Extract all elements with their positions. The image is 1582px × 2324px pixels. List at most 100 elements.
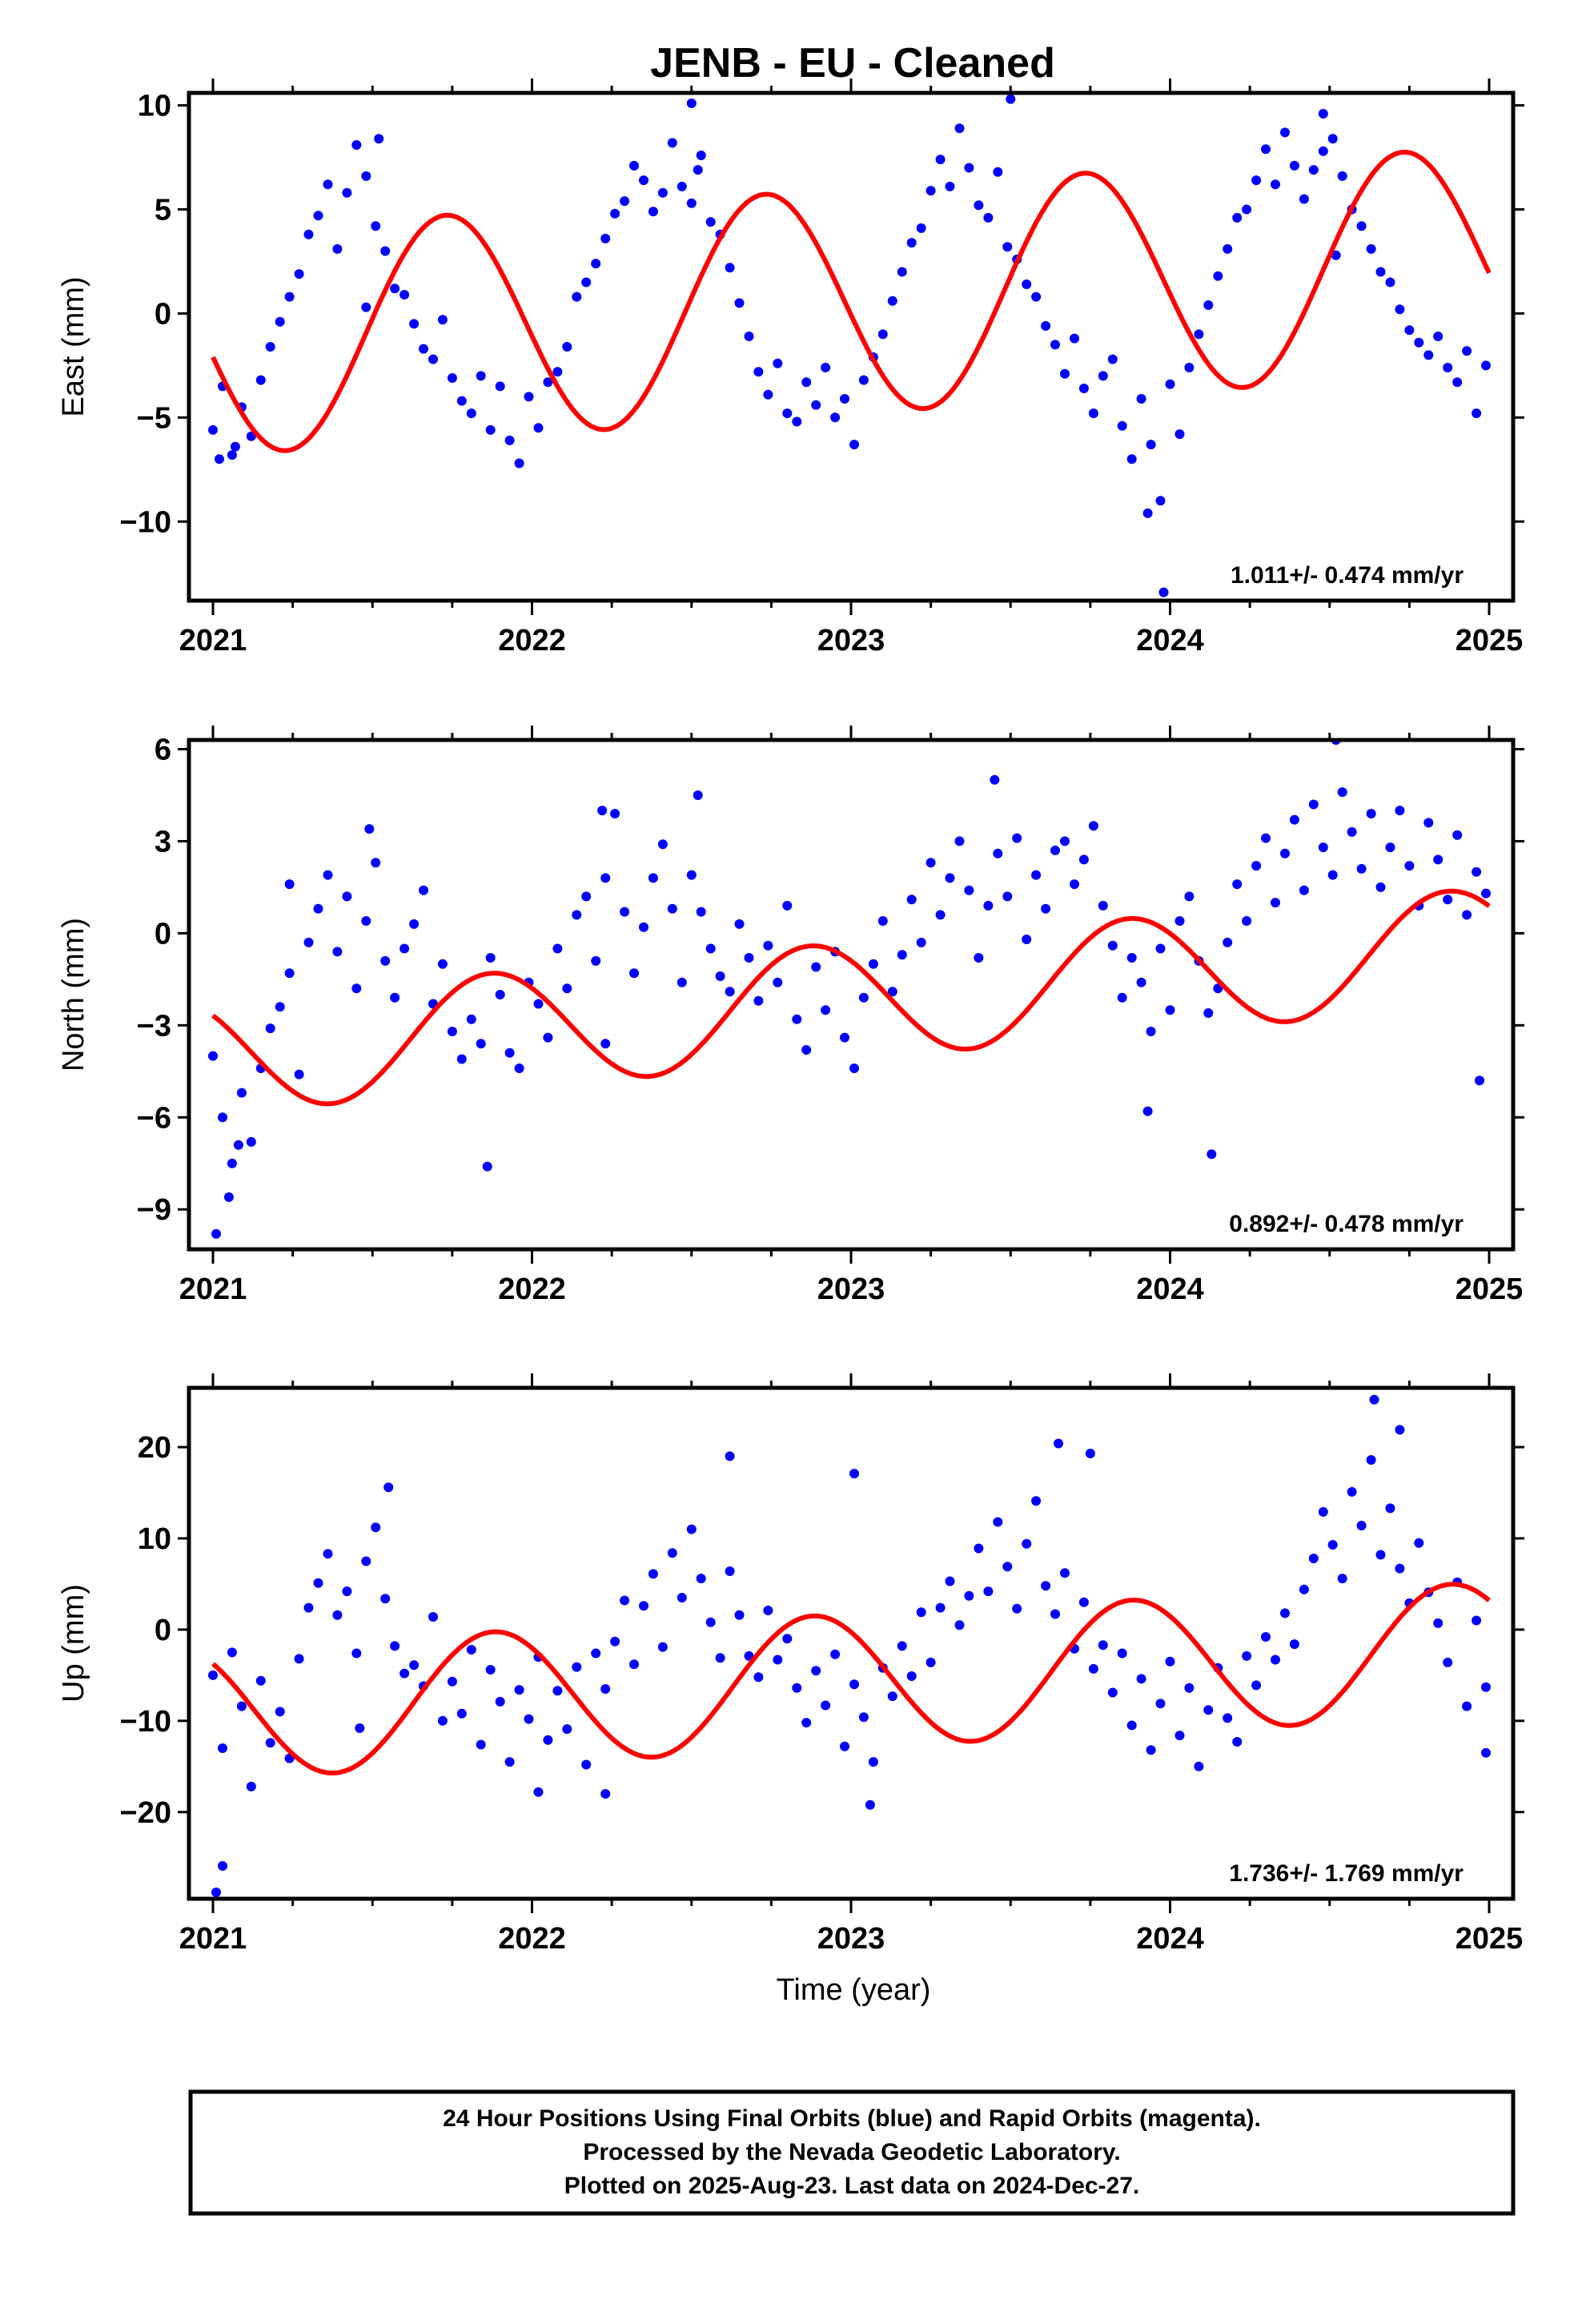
north-data-point	[1423, 818, 1434, 828]
north-data-point	[657, 839, 668, 850]
east-data-point	[916, 223, 926, 233]
up-data-point	[954, 1620, 965, 1630]
east-y-tick-label: 5	[155, 194, 171, 227]
north-data-point	[620, 907, 630, 917]
up-data-point	[246, 1781, 256, 1791]
north-data-point	[294, 1069, 304, 1080]
up-data-point	[227, 1647, 237, 1658]
north-data-point	[705, 943, 716, 954]
north-data-point	[1165, 1005, 1175, 1015]
up-data-point	[773, 1655, 783, 1665]
north-data-point	[993, 848, 1003, 858]
north-data-point	[236, 1088, 247, 1098]
up-data-point	[1385, 1503, 1395, 1514]
east-data-point	[887, 296, 897, 306]
up-data-point	[552, 1686, 563, 1696]
east-data-point	[1107, 354, 1118, 364]
east-data-point	[351, 140, 362, 150]
up-data-point	[1280, 1608, 1290, 1618]
east-data-point	[524, 392, 534, 402]
east-data-point	[215, 454, 224, 464]
up-data-point	[1299, 1584, 1309, 1594]
east-data-point	[906, 238, 917, 248]
up-data-point	[355, 1723, 365, 1733]
north-data-point	[1223, 937, 1233, 947]
north-data-point	[1404, 861, 1415, 871]
east-data-point	[849, 440, 859, 450]
east-data-point	[1070, 333, 1079, 344]
up-points	[208, 1394, 1491, 1897]
east-data-point	[1308, 165, 1319, 175]
east-data-point	[811, 400, 821, 410]
up-data-point	[456, 1708, 467, 1719]
up-data-point	[400, 1668, 410, 1679]
up-data-point	[686, 1524, 697, 1534]
north-data-point	[753, 995, 764, 1006]
east-x-tick-label: 2025	[1456, 624, 1524, 657]
east-y-tick-label: 10	[138, 90, 171, 123]
east-data-point	[1337, 171, 1347, 181]
east-data-point	[696, 151, 706, 160]
up-data-point	[620, 1595, 630, 1606]
up-data-point	[1395, 1563, 1405, 1574]
north-data-point	[323, 870, 333, 880]
east-data-point	[725, 263, 735, 273]
up-data-point	[409, 1660, 420, 1671]
up-data-point	[485, 1665, 496, 1675]
east-data-point	[1194, 329, 1204, 340]
north-data-point	[811, 962, 821, 972]
east-data-point	[275, 316, 285, 327]
up-data-point	[858, 1712, 869, 1723]
east-data-point	[935, 155, 946, 165]
up-fit-curve	[211, 1582, 1491, 1775]
east-data-point	[773, 358, 783, 368]
east-y-axis-title: East (mm)	[57, 276, 90, 416]
east-data-point	[734, 298, 745, 308]
up-data-point	[865, 1799, 875, 1810]
up-data-point	[964, 1590, 974, 1601]
north-data-point	[773, 977, 783, 987]
up-data-point	[1232, 1737, 1243, 1747]
east-data-point	[1002, 242, 1013, 252]
north-data-point	[858, 992, 869, 1003]
east-data-point	[1223, 243, 1233, 254]
north-points	[208, 740, 1491, 1239]
east-data-point	[705, 217, 716, 227]
up-data-point	[926, 1657, 936, 1667]
up-data-point	[629, 1659, 639, 1670]
north-data-point	[1070, 879, 1079, 890]
north-data-point	[437, 959, 448, 969]
up-data-point	[830, 1649, 841, 1659]
east-panel: −10 −5 0 5 10 2021 2022 2023 2024 2025 East (mm) 1.…	[57, 78, 1524, 657]
east-data-point	[572, 292, 582, 302]
up-data-point	[1088, 1663, 1098, 1674]
north-data-point	[218, 1112, 227, 1123]
x-axis-title: Time (year)	[777, 1973, 931, 2007]
east-data-point	[1366, 243, 1376, 254]
north-data-point	[1347, 826, 1357, 837]
up-data-point	[725, 1566, 735, 1576]
east-data-point	[1031, 292, 1042, 302]
east-data-point	[1395, 304, 1405, 315]
up-y-tick-label: 10	[138, 1522, 171, 1556]
north-data-point	[400, 943, 410, 954]
north-data-point	[1475, 1076, 1484, 1086]
east-data-point	[1006, 94, 1016, 104]
up-data-point	[323, 1549, 333, 1559]
north-data-point	[1107, 940, 1118, 951]
north-data-point	[639, 922, 648, 932]
up-data-point	[696, 1574, 706, 1584]
north-data-point	[284, 968, 295, 979]
north-data-point	[954, 836, 965, 846]
east-data-point	[419, 344, 428, 354]
north-data-point	[364, 824, 375, 834]
east-data-point	[437, 315, 448, 325]
north-data-point	[629, 968, 639, 979]
up-data-point	[1174, 1731, 1185, 1741]
up-data-point	[1462, 1701, 1472, 1711]
up-data-point	[218, 1743, 227, 1753]
east-data-point	[294, 269, 304, 279]
up-data-point	[211, 1888, 221, 1897]
up-data-point	[1369, 1394, 1379, 1405]
